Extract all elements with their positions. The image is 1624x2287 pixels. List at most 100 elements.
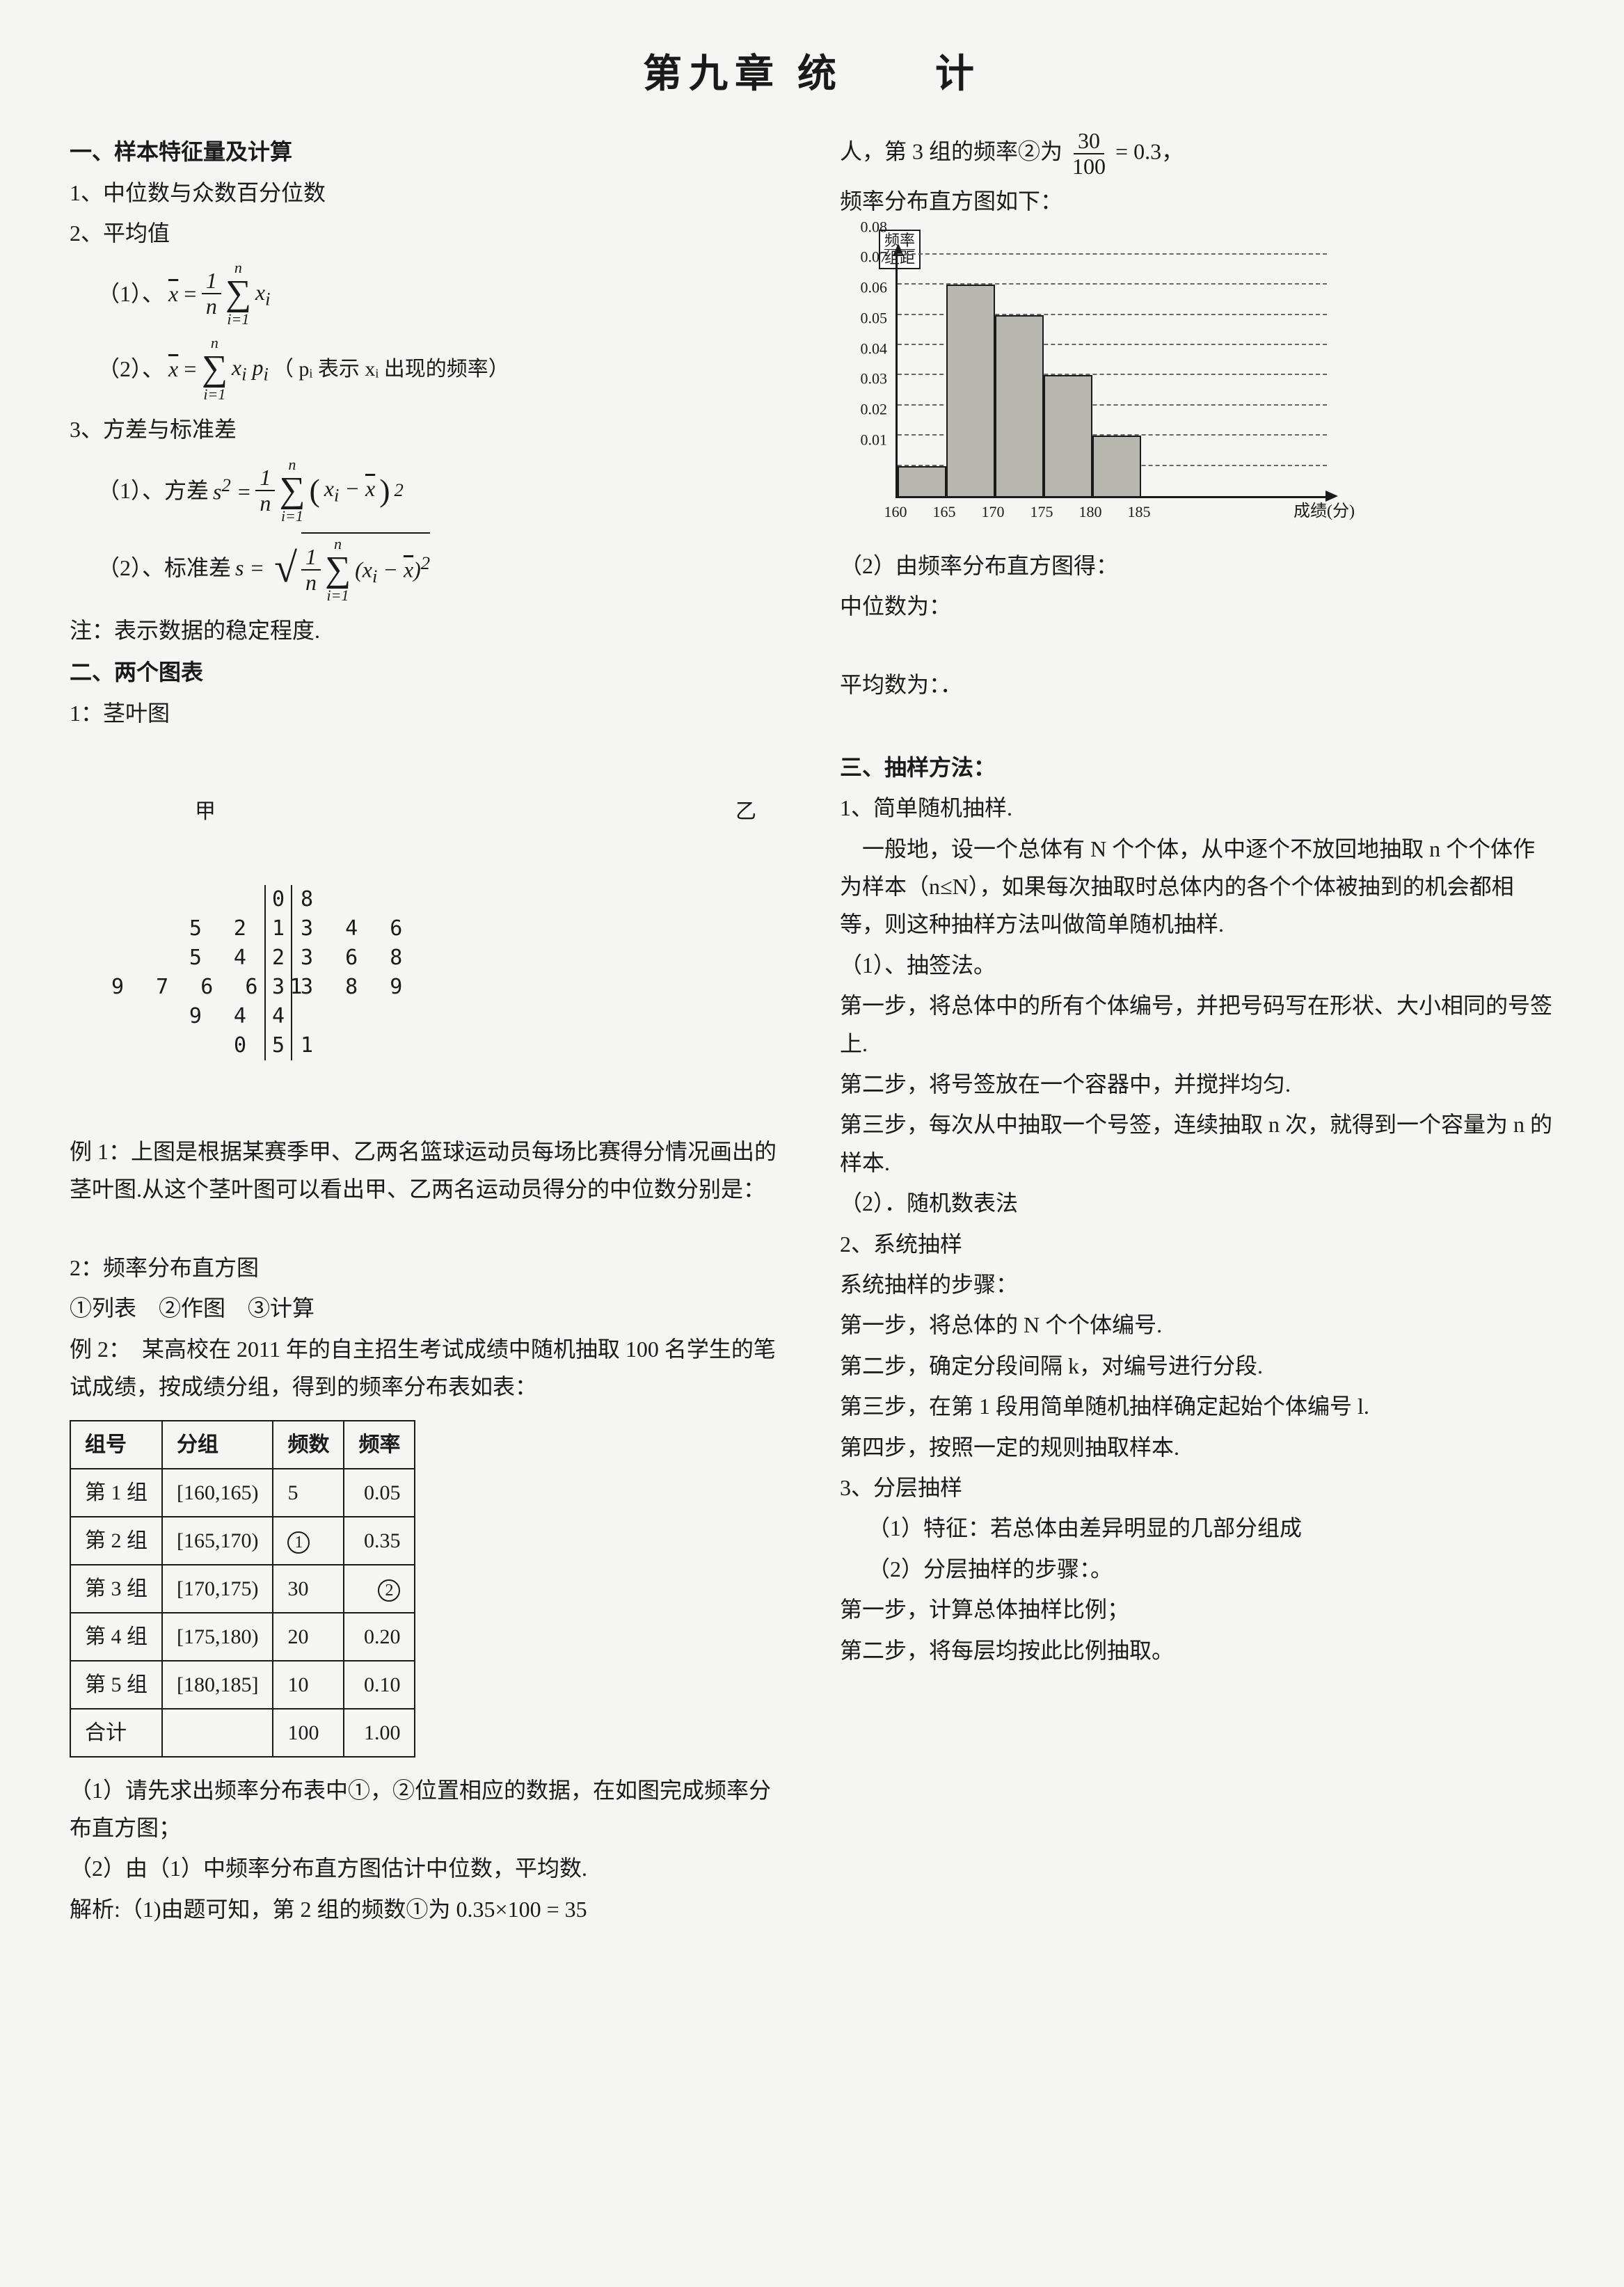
left-column: 一、样本特征量及计算 1、中位数与众数百分位数 2、平均值 （1）、 x= 1n… (70, 129, 784, 1931)
formula-label: （1）、方差 (97, 472, 209, 509)
stem-leaf-heading: 1：茎叶图 (70, 694, 784, 732)
table-cell: 第 5 组 (70, 1661, 162, 1709)
histogram-bar (995, 315, 1044, 496)
table-cell: 合计 (70, 1709, 162, 1757)
table-row: 合计 1001.00 (70, 1709, 415, 1757)
y-axis-ticks: 0.010.020.030.040.050.060.070.08 (840, 234, 893, 498)
sol-cont-text: 人，第 3 组的频率②为 (840, 139, 1068, 164)
method-2c: 第三步，在第 1 段用简单随机抽样确定起始个体编号 l. (840, 1387, 1554, 1425)
table-cell: [165,170) (162, 1517, 273, 1565)
method-3-2: （2）分层抽样的步骤：。 (840, 1550, 1554, 1588)
method-1-1: （1）、抽签法。 (840, 946, 1554, 984)
method-2-heading: 系统抽样的步骤： (840, 1266, 1554, 1303)
table-cell: [170,175) (162, 1565, 273, 1613)
table-header: 频数 (273, 1421, 344, 1469)
item-variance: 3、方差与标准差 (70, 411, 784, 448)
y-tick-label: 0.02 (861, 397, 888, 422)
stem-leaf-row: 9 44 (111, 1002, 784, 1031)
stem-leaf-row: 5 213 4 6 (111, 914, 784, 943)
table-row: 第 4 组[175,180)200.20 (70, 1613, 415, 1661)
table-row: 第 1 组[160,165)50.05 (70, 1469, 415, 1517)
method-3b: 第二步，将每层均按此比例抽取。 (840, 1632, 1554, 1669)
stem-leaf-row: 051 (111, 1031, 784, 1060)
method-2b: 第二步，确定分段间隔 k，对编号进行分段. (840, 1347, 1554, 1385)
histogram-heading: 2：频率分布直方图 (70, 1249, 784, 1286)
stem-leaf-row: 5 423 6 8 (111, 943, 784, 973)
answer-2b: 中位数为： (840, 587, 1554, 625)
x-tick-label: 185 (1115, 498, 1163, 526)
method-3-1: （1）特征：若总体由差异明显的几部分组成 (840, 1509, 1554, 1547)
histogram-steps: ①列表 ②作图 ③计算 (70, 1289, 784, 1327)
question-1: （1）请先求出频率分布表中①，②位置相应的数据，在如图完成频率分布直方图； (70, 1771, 784, 1847)
table-cell: 0.10 (344, 1661, 415, 1709)
y-tick-label: 0.08 (861, 214, 888, 239)
method-2a: 第一步，将总体的 N 个个体编号. (840, 1306, 1554, 1344)
table-header: 频率 (344, 1421, 415, 1469)
method-2: 2、系统抽样 (840, 1225, 1554, 1263)
table-cell: 第 3 组 (70, 1565, 162, 1613)
x-axis-ticks: 160165170175180185 (871, 498, 1163, 526)
plot-area (895, 255, 1327, 498)
item-median-mode: 1、中位数与众数百分位数 (70, 174, 784, 212)
y-tick-label: 0.05 (861, 305, 888, 331)
table-cell: 0.20 (344, 1613, 415, 1661)
frac-num: 30 (1074, 129, 1104, 154)
table-cell: 第 1 组 (70, 1469, 162, 1517)
x-tick-label: 175 (1017, 498, 1066, 526)
table-cell: 5 (273, 1469, 344, 1517)
section-2-heading: 二、两个图表 (70, 653, 784, 691)
histogram-bar (946, 285, 995, 496)
formula-mean-2: （2）、 x= n∑i=1 xi pi （ pᵢ 表示 xᵢ 出现的频率） (97, 335, 784, 402)
question-2: （2）由（1）中频率分布直方图估计中位数，平均数. (70, 1849, 784, 1887)
method-1-2: （2）．随机数表法 (840, 1184, 1554, 1222)
stem-leaf-row: 08 (111, 885, 784, 914)
table-cell: 0.05 (344, 1469, 415, 1517)
table-row: 第 5 组[180,185]100.10 (70, 1661, 415, 1709)
table-cell: 10 (273, 1661, 344, 1709)
formula-label: （2）、 (97, 350, 164, 388)
table-cell: 100 (273, 1709, 344, 1757)
table-cell: [175,180) (162, 1613, 273, 1661)
table-cell: 0.35 (344, 1517, 415, 1565)
right-column: 人，第 3 组的频率②为 30 100 = 0.3， 频率分布直方图如下： 频率… (840, 129, 1554, 1931)
frac-den: 100 (1068, 154, 1110, 179)
y-tick-label: 0.03 (861, 366, 888, 392)
answer-2c: 平均数为：． (840, 666, 1554, 703)
section-1-heading: 一、样本特征量及计算 (70, 133, 784, 170)
two-column-layout: 一、样本特征量及计算 1、中位数与众数百分位数 2、平均值 （1）、 x= 1n… (70, 129, 1554, 1931)
item-mean: 2、平均值 (70, 214, 784, 252)
histogram-bar (1044, 375, 1092, 496)
method-3: 3、分层抽样 (840, 1469, 1554, 1506)
section-3-heading: 三、抽样方法： (840, 749, 1554, 786)
method-1-1a: 第一步，将总体中的所有个体编号，并把号码写在形状、大小相同的号签上. (840, 987, 1554, 1062)
table-row: 第 2 组[165,170)10.35 (70, 1517, 415, 1565)
table-cell: 30 (273, 1565, 344, 1613)
table-cell (162, 1709, 273, 1757)
formula-variance: （1）、方差 s2 = 1n n∑i=1 (xi − x)2 (97, 457, 784, 524)
stem-leaf-row: 9 7 6 6 133 8 9 (111, 973, 784, 1002)
stem-leaf-label-right: 乙 (735, 797, 756, 827)
table-cell: 第 2 组 (70, 1517, 162, 1565)
example-1-text: 例 1：上图是根据某赛季甲、乙两名篮球运动员每场比赛得分情况画出的茎叶图.从这个… (70, 1133, 784, 1209)
method-2d: 第四步，按照一定的规则抽取样本. (840, 1428, 1554, 1466)
table-cell: 20 (273, 1613, 344, 1661)
frequency-table: 组号分组频数频率 第 1 组[160,165)50.05第 2 组[165,17… (70, 1420, 415, 1758)
variance-note: 注：表示数据的稳定程度. (70, 612, 784, 649)
table-header: 分组 (162, 1421, 273, 1469)
method-1-1b: 第二步，将号签放在一个容器中，并搅拌均匀. (840, 1065, 1554, 1103)
frequency-histogram: 频率 组距 0.010.020.030.040.050.060.070.08 1… (840, 234, 1341, 526)
table-cell: 1.00 (344, 1709, 415, 1757)
x-axis-label: 成绩(分) (1293, 497, 1355, 526)
sol-cont-eq: = 0.3， (1115, 139, 1184, 164)
formula-note: （ pᵢ 表示 xᵢ 出现的频率） (273, 351, 509, 387)
formula-label: （1）、 (97, 275, 164, 312)
stem-leaf-plot: 甲 乙 085 213 4 65 423 6 89 7 6 6 133 8 99… (111, 739, 784, 1119)
y-tick-label: 0.06 (861, 275, 888, 301)
table-cell: 第 4 组 (70, 1613, 162, 1661)
stem-leaf-label-left: 甲 (195, 797, 216, 827)
table-cell: [160,165) (162, 1469, 273, 1517)
y-tick-label: 0.04 (861, 335, 888, 361)
x-tick-label: 170 (969, 498, 1017, 526)
method-1-1c: 第三步，每次从中抽取一个号签，连续抽取 n 次，就得到一个容量为 n 的样本. (840, 1106, 1554, 1181)
histogram-bar (1092, 436, 1141, 496)
